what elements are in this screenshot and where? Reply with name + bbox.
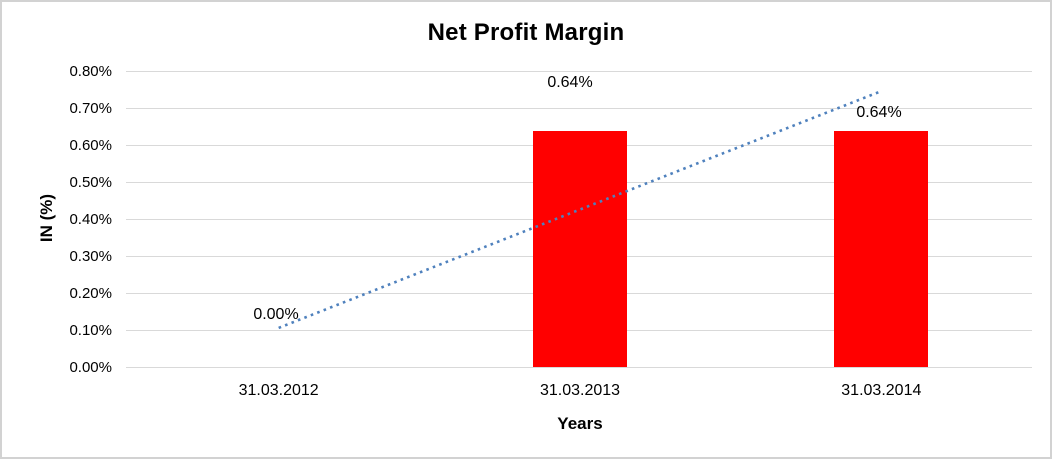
data-label-31.03.2013: 0.64% xyxy=(547,74,593,91)
y-tick-label: 0.20% xyxy=(69,284,112,302)
data-label-31.03.2014: 0.64% xyxy=(856,104,902,121)
y-tick-label: 0.10% xyxy=(69,321,112,339)
y-tick-label: 0.80% xyxy=(69,62,112,80)
y-tick-label: 0.70% xyxy=(69,99,112,117)
data-label-31.03.2012: 0.00% xyxy=(253,306,299,323)
x-tick-label: 31.03.2014 xyxy=(841,382,922,399)
bar-31.03.2014[interactable] xyxy=(834,130,929,368)
x-axis-title: Years xyxy=(557,414,603,433)
y-tick-label: 0.40% xyxy=(69,210,112,228)
chart-title: Net Profit Margin xyxy=(427,19,625,46)
x-tick-label: 31.03.2013 xyxy=(539,382,621,399)
y-tick-label: 0.30% xyxy=(69,247,112,265)
gridline xyxy=(126,367,1032,368)
y-tick-label: 0.60% xyxy=(69,136,112,154)
bar-31.03.2013[interactable] xyxy=(533,130,627,368)
y-tick-label: 0.00% xyxy=(69,358,112,376)
gridline xyxy=(126,71,1032,72)
x-tick-label: 31.03.2012 xyxy=(238,382,319,399)
y-tick-label: 0.50% xyxy=(69,173,112,191)
